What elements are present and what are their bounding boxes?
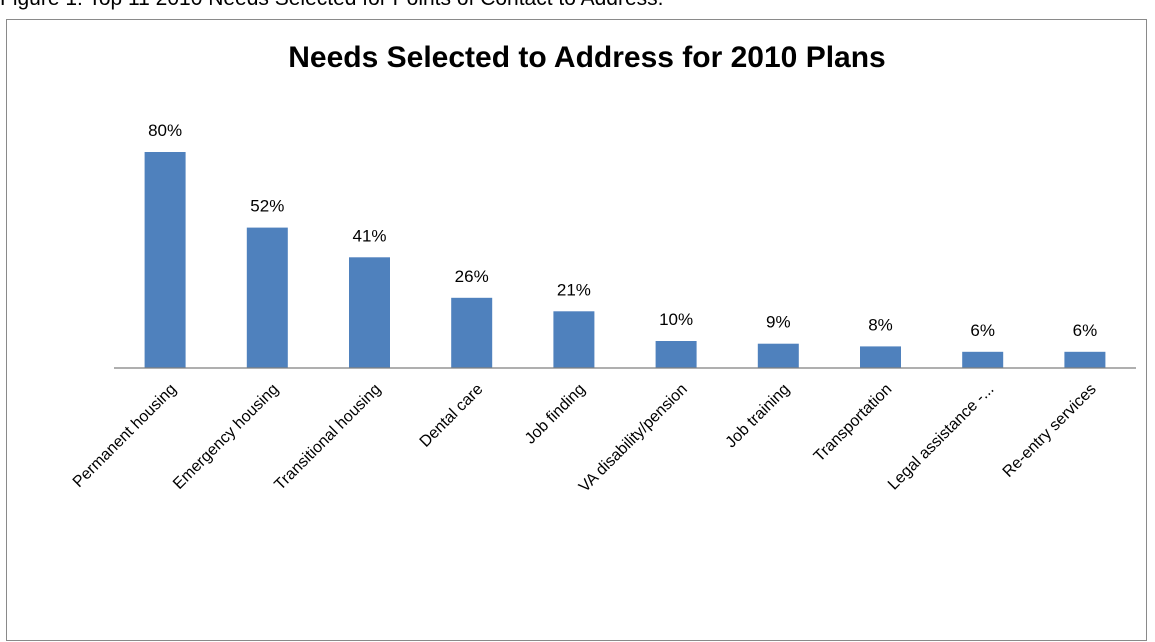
figure-caption: Figure 1: Top 11 2010 Needs Selected for…	[0, 0, 663, 11]
bar-value-label: 10%	[659, 310, 693, 329]
category-label: Job training	[723, 381, 794, 452]
bar-value-label: 21%	[557, 280, 591, 299]
bar	[246, 227, 288, 368]
bar-value-label: 6%	[970, 321, 995, 340]
bar-value-label: 8%	[868, 315, 893, 334]
category-label: Emergency housing	[170, 381, 282, 493]
value-labels-group: 80% 52% 41% 26% 21% 10% 9% 8% 6% 6%	[148, 121, 1097, 340]
bar	[553, 311, 595, 368]
bar-value-label: 52%	[250, 197, 284, 216]
category-label: Permanent housing	[70, 381, 180, 491]
chart-title: Needs Selected to Address for 2010 Plans	[288, 41, 885, 74]
bar	[1064, 351, 1106, 368]
bar-value-label: 26%	[455, 267, 489, 286]
category-label: Re-entry services	[1000, 381, 1100, 481]
bar-value-label: 6%	[1073, 321, 1098, 340]
bar-value-label: 9%	[766, 313, 791, 332]
bar-value-label: 41%	[352, 226, 386, 245]
category-label: Dental care	[417, 381, 487, 451]
bar	[144, 152, 186, 368]
category-label: Legal assistance -...	[885, 381, 998, 494]
bar-value-label: 80%	[148, 121, 182, 140]
bar	[757, 343, 799, 368]
bars-group	[144, 152, 1106, 368]
bar	[962, 351, 1004, 368]
bar	[349, 257, 390, 368]
bar	[860, 346, 901, 368]
category-label: Transitional housing	[271, 381, 384, 494]
category-label: VA disability/pension	[576, 381, 691, 496]
category-label: Transportation	[811, 381, 896, 466]
category-label: Job finding	[522, 381, 589, 448]
bar	[451, 297, 493, 368]
bar	[655, 341, 697, 368]
